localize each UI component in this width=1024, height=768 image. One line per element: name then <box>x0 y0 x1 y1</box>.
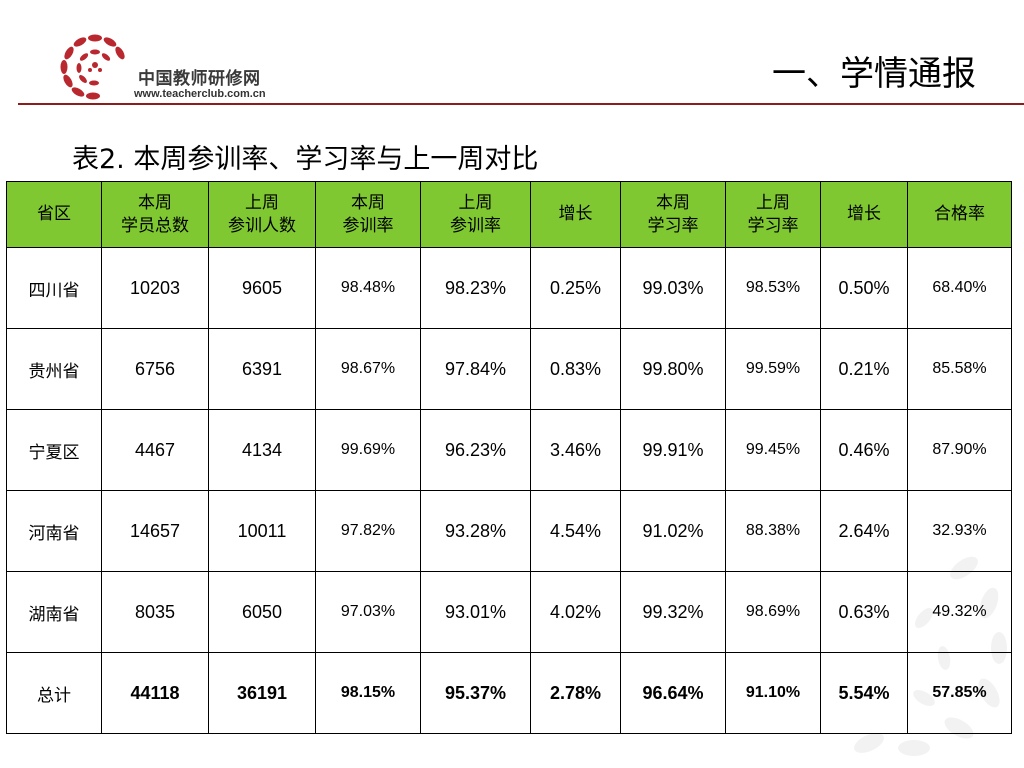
cell-total-value: 36191 <box>208 652 316 734</box>
cell-province: 河南省 <box>6 490 102 572</box>
cell-value: 0.50% <box>820 247 908 329</box>
header-this-week-total: 本周 学员总数 <box>101 181 209 248</box>
cell-value: 99.69% <box>315 409 421 491</box>
cell-total-value: 57.85% <box>907 652 1012 734</box>
comparison-table: 省区 本周 学员总数 上周 参训人数 本周 参训率 上周 参训率 增长 本周 学习率 上周… <box>6 181 1012 734</box>
cell-value: 4134 <box>208 409 316 491</box>
cell-value: 10011 <box>208 490 316 572</box>
cell-total-value: 91.10% <box>725 652 821 734</box>
cell-value: 99.59% <box>725 328 821 410</box>
cell-value: 98.23% <box>420 247 531 329</box>
header-growth-study: 增长 <box>820 181 908 248</box>
cell-value: 96.23% <box>420 409 531 491</box>
cell-province: 贵州省 <box>6 328 102 410</box>
table-row: 贵州省 6756 6391 98.67% 97.84% 0.83% 99.80%… <box>6 328 1012 410</box>
cell-value: 87.90% <box>907 409 1012 491</box>
cell-value: 0.21% <box>820 328 908 410</box>
cell-value: 97.84% <box>420 328 531 410</box>
cell-value: 97.03% <box>315 571 421 653</box>
cell-value: 99.03% <box>620 247 726 329</box>
header-growth-participation: 增长 <box>530 181 621 248</box>
cell-value: 0.46% <box>820 409 908 491</box>
header-last-week-participants: 上周 参训人数 <box>208 181 316 248</box>
cell-value: 32.93% <box>907 490 1012 572</box>
cell-total-value: 5.54% <box>820 652 908 734</box>
cell-total-value: 95.37% <box>420 652 531 734</box>
table-row: 河南省 14657 10011 97.82% 93.28% 4.54% 91.0… <box>6 490 1012 572</box>
table-row: 湖南省 8035 6050 97.03% 93.01% 4.02% 99.32%… <box>6 571 1012 653</box>
cell-value: 93.01% <box>420 571 531 653</box>
cell-total-value: 98.15% <box>315 652 421 734</box>
table-row: 宁夏区 4467 4134 99.69% 96.23% 3.46% 99.91%… <box>6 409 1012 491</box>
cell-value: 98.53% <box>725 247 821 329</box>
cell-value: 99.80% <box>620 328 726 410</box>
cell-value: 0.83% <box>530 328 621 410</box>
table-header-row: 省区 本周 学员总数 上周 参训人数 本周 参训率 上周 参训率 增长 本周 学习率 上周… <box>6 181 1012 248</box>
cell-value: 98.69% <box>725 571 821 653</box>
cell-value: 6391 <box>208 328 316 410</box>
cell-total-value: 2.78% <box>530 652 621 734</box>
slide-title: 一、学情通报 <box>772 54 976 94</box>
cell-value: 88.38% <box>725 490 821 572</box>
cell-value: 91.02% <box>620 490 726 572</box>
logo-url: www.teacherclub.com.cn <box>134 88 266 100</box>
cell-value: 98.48% <box>315 247 421 329</box>
cell-value: 99.45% <box>725 409 821 491</box>
header-province: 省区 <box>6 181 102 248</box>
cell-value: 8035 <box>101 571 209 653</box>
logo-mark-icon <box>60 34 125 100</box>
cell-value: 6050 <box>208 571 316 653</box>
cell-province: 宁夏区 <box>6 409 102 491</box>
table-total-row: 总计 44118 36191 98.15% 95.37% 2.78% 96.64… <box>6 652 1012 734</box>
cell-value: 97.82% <box>315 490 421 572</box>
cell-total-label: 总计 <box>6 652 102 734</box>
cell-value: 0.25% <box>530 247 621 329</box>
cell-value: 98.67% <box>315 328 421 410</box>
header-this-week-participation-rate: 本周 参训率 <box>315 181 421 248</box>
cell-value: 99.32% <box>620 571 726 653</box>
cell-total-value: 96.64% <box>620 652 726 734</box>
logo-name: 中国教师研修网 <box>138 69 261 89</box>
cell-value: 4.54% <box>530 490 621 572</box>
cell-value: 0.63% <box>820 571 908 653</box>
cell-value: 93.28% <box>420 490 531 572</box>
cell-province: 四川省 <box>6 247 102 329</box>
cell-province: 湖南省 <box>6 571 102 653</box>
header-pass-rate: 合格率 <box>907 181 1012 248</box>
cell-value: 4467 <box>101 409 209 491</box>
cell-value: 49.32% <box>907 571 1012 653</box>
logo[interactable]: 中国教师研修网 www.teacherclub.com.cn <box>52 30 312 108</box>
cell-total-value: 44118 <box>101 652 209 734</box>
cell-value: 68.40% <box>907 247 1012 329</box>
cell-value: 10203 <box>101 247 209 329</box>
header-last-week-participation-rate: 上周 参训率 <box>420 181 531 248</box>
header-divider <box>18 103 1024 105</box>
table-caption: 表2. 本周参训率、学习率与上一周对比 <box>72 144 539 175</box>
cell-value: 2.64% <box>820 490 908 572</box>
header-last-week-study-rate: 上周 学习率 <box>725 181 821 248</box>
table-row: 四川省 10203 9605 98.48% 98.23% 0.25% 99.03… <box>6 247 1012 329</box>
cell-value: 85.58% <box>907 328 1012 410</box>
header-this-week-study-rate: 本周 学习率 <box>620 181 726 248</box>
cell-value: 3.46% <box>530 409 621 491</box>
cell-value: 99.91% <box>620 409 726 491</box>
cell-value: 6756 <box>101 328 209 410</box>
cell-value: 9605 <box>208 247 316 329</box>
cell-value: 4.02% <box>530 571 621 653</box>
cell-value: 14657 <box>101 490 209 572</box>
